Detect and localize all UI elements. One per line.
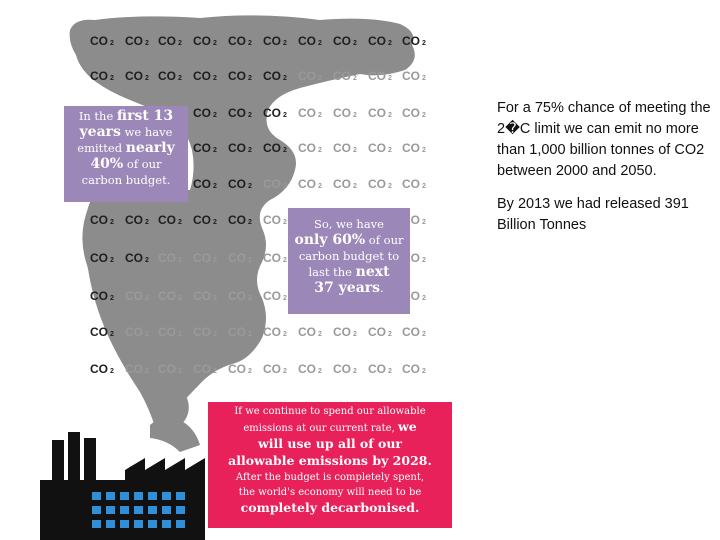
factory-icon bbox=[40, 416, 205, 540]
chimney-1 bbox=[52, 440, 64, 480]
side-text: For a 75% chance of meeting the 2�C limi… bbox=[497, 98, 712, 248]
chimney-3 bbox=[84, 438, 96, 480]
smoke-cloud bbox=[69, 15, 415, 430]
side-paragraph-budget: For a 75% chance of meeting the 2�C limi… bbox=[497, 100, 711, 179]
first-13-years-box: In the first 13 years we have emitted ne… bbox=[64, 106, 188, 202]
chimney-smoke-trail bbox=[150, 416, 200, 452]
chimney-2 bbox=[68, 432, 80, 480]
factory-windows bbox=[92, 492, 185, 528]
side-paragraph-released: By 2013 we had released 391 Billion Tonn… bbox=[497, 196, 689, 233]
remaining-budget-box: So, we have only 60% of our carbon budge… bbox=[288, 208, 410, 314]
warning-box: If we continue to spend our allowable em… bbox=[208, 402, 452, 528]
